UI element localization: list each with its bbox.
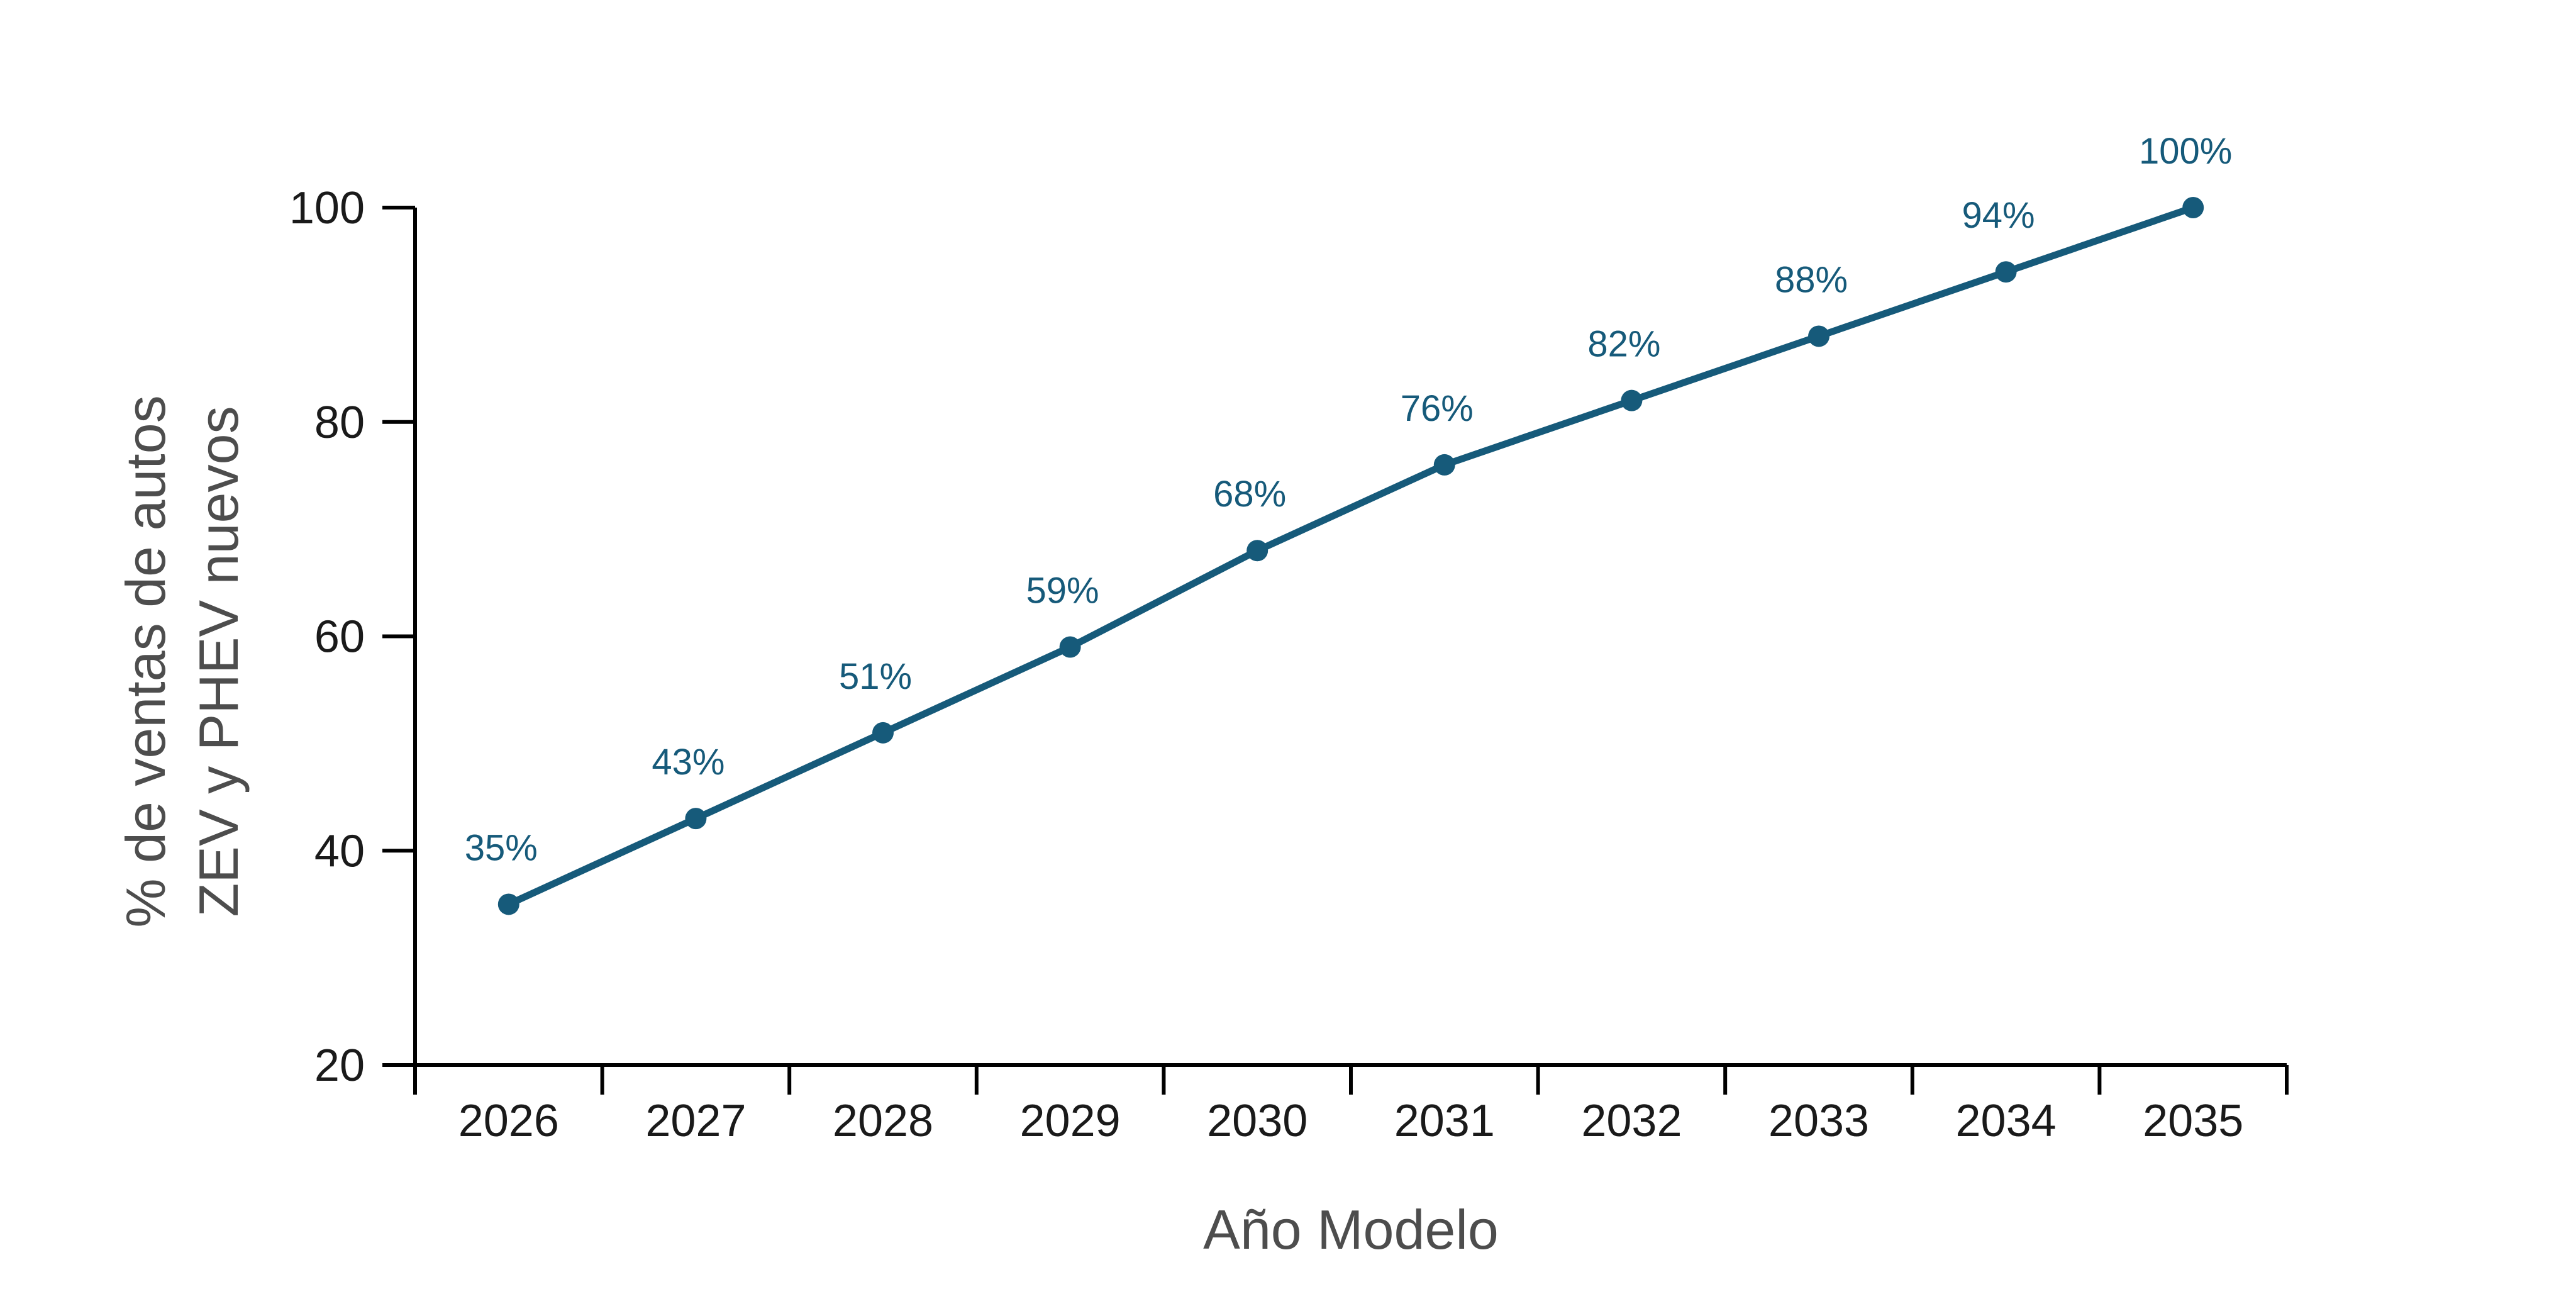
y-tick-label: 20 [314, 1041, 365, 1091]
data-label: 88% [1775, 259, 1848, 300]
data-point [1621, 389, 1643, 411]
data-point [2182, 197, 2204, 218]
y-tick-label: 100 [289, 183, 365, 233]
x-tick-label: 2030 [1207, 1096, 1307, 1146]
data-point [685, 808, 707, 830]
y-axis-title-line-1: % de ventas de autos [114, 395, 177, 927]
data-label: 94% [1962, 195, 2035, 236]
y-axis-ticks: 20 40 60 80 100 [289, 183, 415, 1091]
x-tick-label: 2033 [1768, 1096, 1869, 1146]
y-tick-label: 40 [314, 826, 365, 876]
x-tick-label: 2026 [458, 1096, 559, 1146]
x-tick-label: 2035 [2143, 1096, 2243, 1146]
y-tick-label: 60 [314, 612, 365, 662]
x-axis-title: Año Modelo [1203, 1198, 1499, 1261]
data-point [1433, 454, 1455, 476]
data-label: 59% [1026, 571, 1099, 611]
x-tick-label: 2031 [1394, 1096, 1495, 1146]
y-tick-label: 80 [314, 398, 365, 448]
data-point [1995, 261, 2017, 283]
x-axis-ticks: 2026 2027 2028 2029 2030 2031 2032 2033 2034 2035 [413, 1065, 2289, 1146]
series [497, 197, 2204, 915]
data-point [1808, 325, 1829, 347]
y-axis-title: % de ventas de autos ZEV y PHEV nuevos [114, 395, 250, 927]
x-tick-label: 2027 [645, 1096, 746, 1146]
data-labels: 35% 43% 51% 59% 68% 76% 82% 88% 94% 100% [465, 131, 2233, 868]
axes [413, 208, 2287, 1067]
data-point [497, 893, 519, 915]
data-label: 43% [652, 742, 724, 783]
series-line [505, 204, 2197, 908]
x-tick-label: 2034 [1956, 1096, 2057, 1146]
x-tick-label: 2032 [1581, 1096, 1682, 1146]
x-tick-label: 2028 [833, 1096, 933, 1146]
data-label: 68% [1213, 474, 1286, 515]
data-label: 51% [839, 656, 912, 697]
data-point [872, 722, 894, 744]
data-label: 100% [2139, 131, 2232, 172]
data-label: 35% [465, 827, 538, 868]
data-point [1059, 636, 1081, 658]
data-label: 76% [1401, 388, 1474, 429]
data-label: 82% [1587, 324, 1660, 365]
data-point [1246, 540, 1269, 562]
y-axis-title-line-2: ZEV y PHEV nuevos [187, 406, 250, 917]
x-tick-label: 2029 [1020, 1096, 1121, 1146]
